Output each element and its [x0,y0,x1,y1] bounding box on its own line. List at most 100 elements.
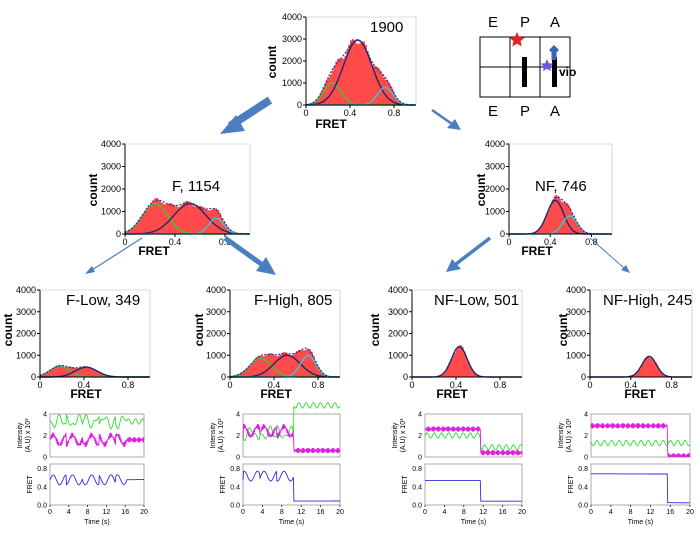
hist-bar [54,366,57,377]
fret-trace [591,473,690,504]
intensity-axis-unit: (A.U) x 10³ [218,418,225,453]
hist-bar [74,368,77,377]
y-tick-label: 0 [221,372,226,382]
hist-bar [52,368,55,377]
y-tick-label: 2000 [388,329,408,339]
hist-NF-Low-xlabel: FRET [436,387,468,401]
hist-bar [372,65,375,105]
hist-bar [562,202,565,234]
hist-bar [272,354,275,377]
x-tick-label: 0.8 [312,380,325,390]
hist-bar [446,366,449,377]
hist-bar [172,204,176,234]
hist-NF-title: NF, 746 [535,178,587,195]
hist-bar [255,357,258,377]
trace-NF-High: 0 2 4 0.0 0.4 0.8 0 4 8 12 16 20 Intensity (A.U) x 10… [558,412,694,527]
hist-bar [463,351,466,377]
hist-bar [394,94,397,105]
x-tick-label: 0.8 [585,237,598,247]
time-tick-label: 20 [518,509,526,516]
hist-bar [397,100,400,105]
hist-bar [467,361,470,377]
x-tick-label: 0 [227,380,232,390]
arrow-root-to-NF [431,108,453,126]
hist-bar [465,357,468,377]
hist-F-Low-ylabel: count [1,314,15,347]
y-tick-label: 3000 [282,34,302,44]
vio-label: vio [559,65,576,79]
hist-bar [51,369,54,377]
hist-bar [261,356,264,377]
time-axis-label: Time (s) [628,519,653,526]
hist-F-plot: 0 0.4 0.8 0 1000 2000 3000 4000 [101,139,251,247]
hist-bar [195,206,199,234]
green-intensity-trace [242,402,341,442]
time-tick-label: 0 [423,509,427,516]
intensity-tick-label: 2 [584,433,588,440]
hist-bar [399,101,402,105]
hist-bar [351,39,354,105]
hist-bar [470,368,473,377]
fret-tick-label: 0.4 [578,484,588,491]
arrow-root-to-F-head [220,115,245,134]
site-label-P-bottom: P [520,103,530,120]
hist-bar [193,206,197,234]
hist-NF-Low-title: NF-Low, 501 [434,292,519,309]
hist-bar [659,371,662,377]
fret-tick-label: 0.8 [578,466,588,473]
hist-bar [65,366,68,377]
hist-NF-xlabel: FRET [521,244,553,258]
arrow-NF-to-NFLow [454,236,492,266]
intensity-axis-label: Intensity [17,422,24,449]
trna-a-site [552,57,557,87]
fit-curve-2 [306,39,416,106]
time-tick-label: 16 [317,509,325,516]
hist-bar [375,66,378,105]
hist-bar [129,229,132,234]
y-tick-label: 1000 [101,207,121,217]
hist-F-Low-plot: 0 0.4 0.8 0 1000 2000 3000 4000 [16,285,151,390]
hist-bar [49,370,52,377]
y-tick-label: 0 [31,372,36,382]
hist-bar [443,372,446,377]
time-tick-label: 8 [86,509,90,516]
hist-bar [439,375,442,377]
fret-tick-label: 0.0 [37,503,47,510]
x-tick-label: 0 [37,380,42,390]
hist-bar [441,374,444,377]
diamond-marker-stem [551,51,557,60]
y-tick-label: 0 [403,372,408,382]
y-tick-label: 3000 [16,307,36,317]
tree-arrows [85,96,630,275]
hist-root-plot: 0 0.4 0.8 0 1000 2000 3000 4000 [282,12,417,118]
intensity-tick-label: 2 [43,433,47,440]
y-tick-label: 1000 [388,350,408,360]
hist-bar [252,362,255,377]
fret-tick-label: 0.4 [37,484,47,491]
hist-root-xlabel: FRET [315,117,347,131]
fit-sum-curve [229,347,340,378]
hist-bar [208,210,211,234]
y-tick-label: 3000 [485,162,505,172]
hist-bar [448,362,451,377]
hist-bar [235,375,238,377]
intensity-tick-label: 0 [236,455,240,462]
fret-tick-label: 0.0 [578,503,588,510]
hist-bar [69,366,72,377]
intensity-tick-label: 4 [43,412,47,419]
hist-bar [476,374,479,377]
hist-bar [87,367,90,377]
hist-F-High-plot: 0 0.4 0.8 0 1000 2000 3000 4000 [206,285,341,390]
site-label-P-top: P [520,14,530,31]
hist-bar [259,355,262,377]
hist-bar [248,366,251,377]
red-star-icon [509,32,525,47]
hist-root-ylabel: count [265,46,279,79]
hist-bar [634,374,637,377]
intensity-tick-label: 4 [418,412,422,419]
hist-bar [348,44,351,105]
x-tick-label: 0.8 [122,380,135,390]
hist-bar [286,353,289,377]
hist-bar [551,200,554,234]
fret-panel-frame [590,463,691,506]
